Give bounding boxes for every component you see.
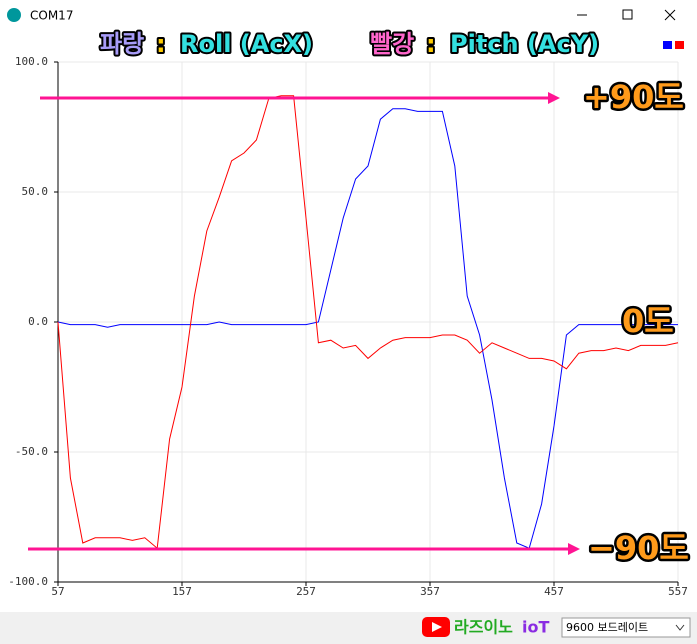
separator: : — [426, 30, 436, 58]
baud-select[interactable] — [561, 617, 691, 638]
level-high: +90도 — [583, 78, 684, 116]
series-line — [57, 108, 678, 549]
y-tick-label: 50.0 — [22, 185, 49, 198]
x-tick-label: 157 — [172, 585, 192, 598]
annotation-arrowhead — [548, 92, 560, 104]
dropdown-arrow — [675, 624, 685, 631]
baud-select-label: 9600 보드레이트 — [566, 621, 648, 634]
x-tick-label: 557 — [668, 585, 688, 598]
level-low: −90도 — [588, 529, 689, 567]
close-button[interactable] — [664, 9, 676, 21]
window-title: COM17 — [30, 9, 73, 23]
series-line — [57, 95, 679, 550]
y-tick-label: 0.0 — [28, 315, 48, 328]
x-tick-label: 457 — [544, 585, 564, 598]
x-tick-label: 357 — [420, 585, 440, 598]
maximize-button[interactable] — [622, 9, 633, 20]
red-label: 빨강 — [370, 30, 414, 58]
brand: 라즈이노 — [454, 618, 513, 637]
x-tick-label: 57 — [51, 585, 64, 598]
red-series-name: Pitch (AcY) — [450, 30, 599, 58]
level-zero: 0도 — [622, 302, 674, 340]
legend-swatch — [675, 41, 684, 49]
youtube-play — [432, 622, 442, 632]
brand-suffix: ioT — [522, 618, 549, 637]
app-icon — [7, 8, 21, 22]
legend-swatch — [663, 41, 672, 49]
blue-series-name: Roll (AcX) — [180, 30, 313, 58]
y-tick-label: -50.0 — [15, 445, 48, 458]
y-tick-label: 100.0 — [15, 55, 48, 68]
y-tick-label: -100.0 — [8, 575, 48, 588]
blue-label: 파랑 — [100, 30, 144, 58]
x-tick-label: 257 — [296, 585, 316, 598]
separator: : — [156, 30, 166, 58]
annotation-arrowhead — [568, 543, 580, 555]
